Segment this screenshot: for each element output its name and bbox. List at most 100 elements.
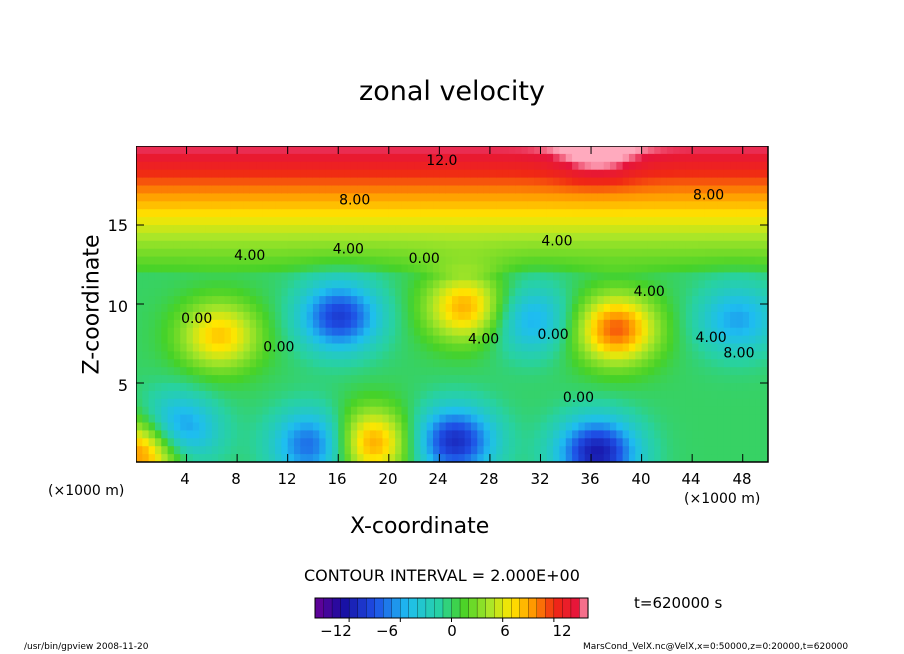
heatmap-cell bbox=[452, 280, 459, 289]
heatmap-cell bbox=[597, 248, 605, 258]
heatmap-cell bbox=[249, 153, 257, 163]
heatmap-cell bbox=[224, 209, 232, 218]
x-tick-label: 16 bbox=[327, 470, 347, 488]
heatmap-cell bbox=[344, 430, 352, 439]
heatmap-cell bbox=[275, 240, 282, 250]
heatmap-cell bbox=[603, 422, 611, 431]
heatmap-cell bbox=[439, 335, 447, 345]
heatmap-cell bbox=[591, 146, 598, 155]
heatmap-cell bbox=[186, 383, 194, 392]
heatmap-cell bbox=[647, 343, 655, 352]
heatmap-cell bbox=[199, 438, 207, 447]
heatmap-cell bbox=[641, 398, 649, 408]
heatmap-cell bbox=[502, 201, 510, 210]
heatmap-cell bbox=[319, 390, 327, 400]
heatmap-cell bbox=[414, 153, 421, 163]
heatmap-cell bbox=[395, 169, 403, 179]
heatmap-cell bbox=[218, 446, 226, 455]
heatmap-cell bbox=[180, 185, 188, 194]
heatmap-cell bbox=[350, 343, 358, 352]
heatmap-cell bbox=[268, 359, 276, 368]
heatmap-cell bbox=[692, 422, 700, 431]
heatmap-cell bbox=[173, 272, 181, 281]
heatmap-cell bbox=[565, 177, 573, 187]
heatmap-cell bbox=[319, 414, 327, 424]
heatmap-cell bbox=[660, 288, 668, 297]
heatmap-cell bbox=[761, 343, 768, 352]
heatmap-cell bbox=[401, 438, 409, 447]
heatmap-cell bbox=[452, 264, 459, 273]
heatmap-cell bbox=[344, 217, 352, 226]
heatmap-cell bbox=[445, 454, 453, 462]
heatmap-cell bbox=[344, 232, 352, 242]
heatmap-cell bbox=[622, 311, 630, 321]
heatmap-cell bbox=[395, 343, 403, 352]
heatmap-cell bbox=[704, 375, 712, 384]
contour-label: 8.00 bbox=[339, 192, 370, 208]
heatmap-cell bbox=[350, 304, 358, 313]
heatmap-cell bbox=[610, 398, 617, 408]
heatmap-cell bbox=[192, 398, 200, 408]
heatmap-cell bbox=[230, 390, 238, 400]
contour-label: 4.00 bbox=[634, 284, 665, 300]
heatmap-cell bbox=[717, 209, 725, 218]
heatmap-cell bbox=[534, 169, 542, 179]
heatmap-cell bbox=[711, 225, 719, 234]
heatmap-cell bbox=[294, 414, 301, 424]
heatmap-cell bbox=[256, 272, 263, 281]
heatmap-cell bbox=[287, 240, 295, 250]
heatmap-cell bbox=[755, 185, 763, 194]
heatmap-cell bbox=[730, 248, 737, 258]
heatmap-cell bbox=[331, 327, 339, 337]
heatmap-cell bbox=[243, 422, 251, 431]
heatmap-cell bbox=[470, 209, 478, 218]
heatmap-cell bbox=[357, 256, 365, 266]
heatmap-cell bbox=[502, 430, 510, 439]
heatmap-cell bbox=[641, 193, 649, 202]
heatmap-cell bbox=[192, 288, 200, 297]
heatmap-cell bbox=[357, 454, 365, 462]
heatmap-cell bbox=[275, 438, 282, 447]
heatmap-cell bbox=[521, 390, 529, 400]
heatmap-cell bbox=[635, 327, 643, 337]
heatmap-cell bbox=[452, 304, 459, 313]
heatmap-cell bbox=[363, 201, 371, 210]
heatmap-cell bbox=[186, 288, 194, 297]
heatmap-cell bbox=[534, 304, 542, 313]
heatmap-cell bbox=[496, 209, 504, 218]
heatmap-cell bbox=[350, 430, 358, 439]
heatmap-cell bbox=[692, 232, 700, 242]
heatmap-cell bbox=[224, 367, 232, 376]
heatmap-cell bbox=[205, 359, 213, 368]
heatmap-cell bbox=[136, 193, 143, 202]
heatmap-cell bbox=[325, 225, 333, 234]
heatmap-cell bbox=[717, 296, 725, 305]
heatmap-cell bbox=[749, 390, 756, 400]
heatmap-cell bbox=[603, 311, 611, 321]
heatmap-cell bbox=[628, 272, 636, 281]
heatmap-cell bbox=[230, 375, 238, 384]
heatmap-cell bbox=[167, 375, 175, 384]
heatmap-cell bbox=[736, 272, 744, 281]
heatmap-cell bbox=[553, 390, 561, 400]
heatmap-cell bbox=[237, 335, 245, 345]
heatmap-cell bbox=[723, 209, 731, 218]
heatmap-cell bbox=[578, 209, 586, 218]
heatmap-cell bbox=[496, 288, 504, 297]
heatmap-cell bbox=[287, 319, 295, 329]
heatmap-cell bbox=[464, 177, 472, 187]
heatmap-cell bbox=[603, 406, 611, 416]
heatmap-cell bbox=[685, 217, 693, 226]
heatmap-cell bbox=[199, 311, 207, 321]
heatmap-cell bbox=[654, 169, 662, 179]
heatmap-cell bbox=[218, 304, 226, 313]
heatmap-cell bbox=[445, 225, 453, 234]
heatmap-cell bbox=[256, 311, 263, 321]
heatmap-cell bbox=[673, 367, 681, 376]
heatmap-cell bbox=[300, 217, 308, 226]
heatmap-cell bbox=[199, 422, 207, 431]
heatmap-cell bbox=[610, 390, 617, 400]
heatmap-cell bbox=[578, 375, 586, 384]
heatmap-cell bbox=[262, 438, 270, 447]
heatmap-cell bbox=[300, 422, 308, 431]
